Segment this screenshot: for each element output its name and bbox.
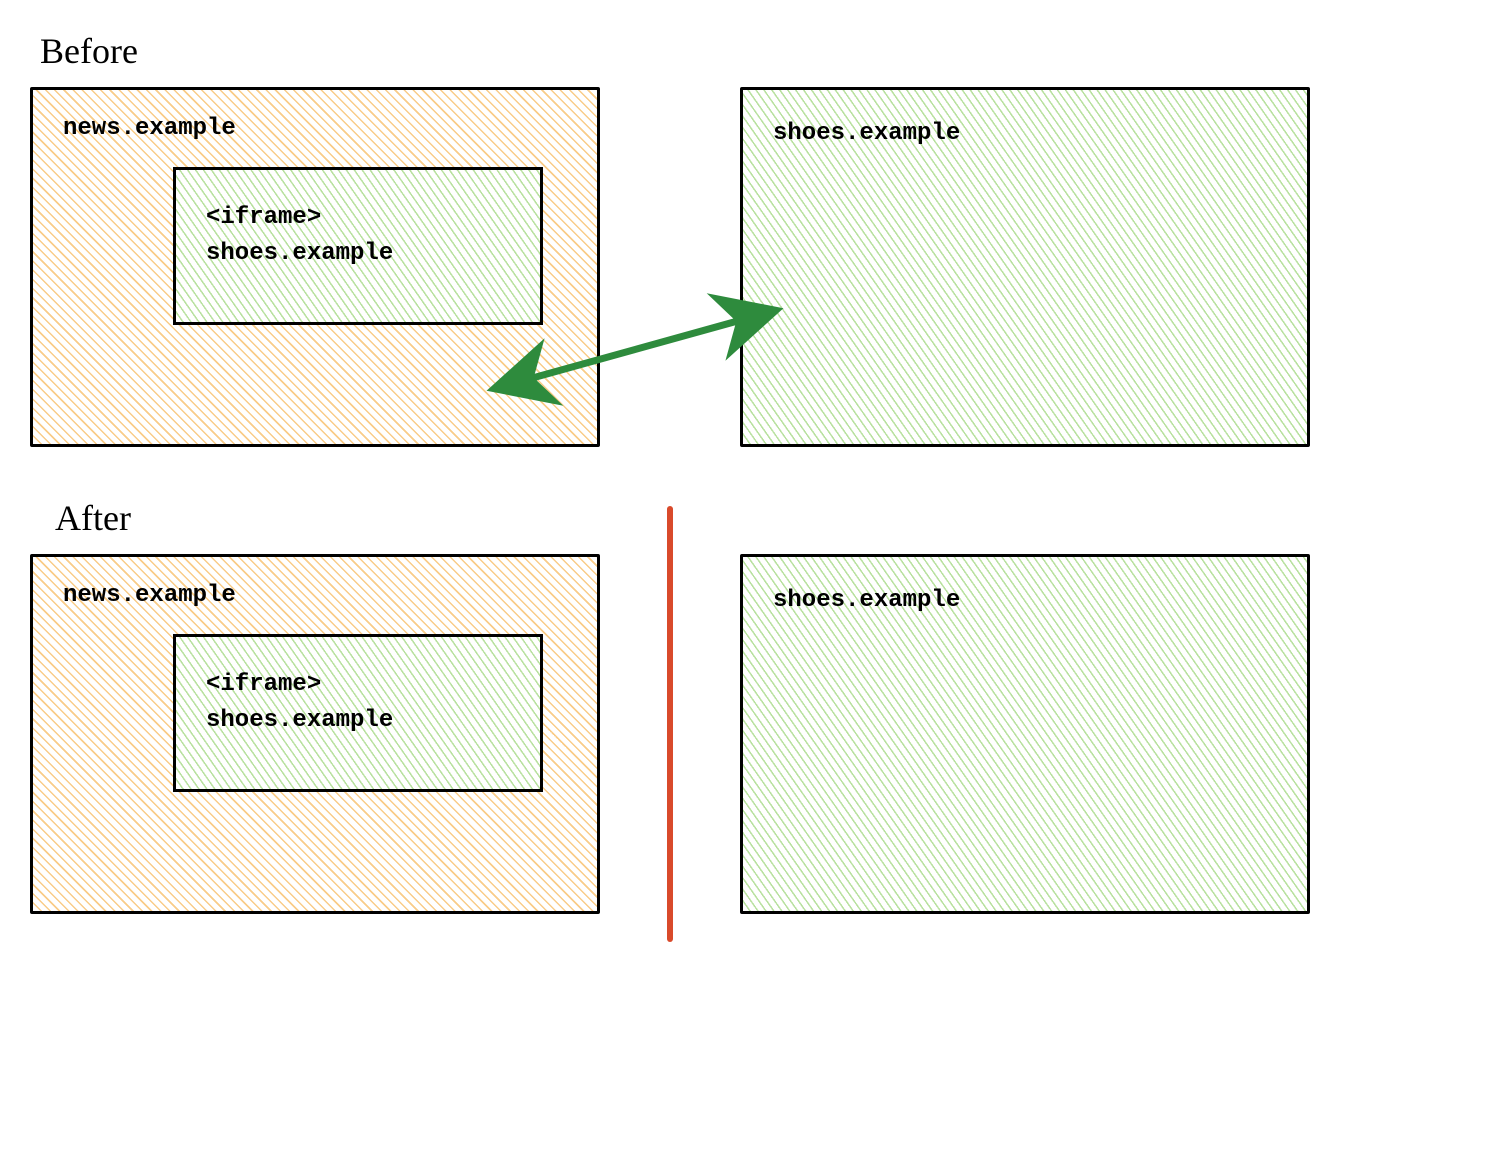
after-iframe-tag: <iframe> bbox=[206, 667, 510, 703]
before-shoes-window: shoes.example bbox=[740, 87, 1310, 447]
partition-divider-icon bbox=[660, 504, 680, 944]
after-row: news.example <iframe> shoes.example shoe… bbox=[30, 554, 1476, 914]
before-iframe-box: <iframe> shoes.example bbox=[173, 167, 543, 325]
before-iframe-tag: <iframe> bbox=[206, 200, 510, 236]
after-shoes-label: shoes.example bbox=[773, 587, 1277, 614]
before-news-label: news.example bbox=[63, 115, 567, 142]
after-iframe-box: <iframe> shoes.example bbox=[173, 634, 543, 792]
after-news-window: news.example <iframe> shoes.example bbox=[30, 554, 600, 914]
before-shoes-label: shoes.example bbox=[773, 120, 1277, 147]
before-news-window: news.example <iframe> shoes.example bbox=[30, 87, 600, 447]
after-title: After bbox=[55, 497, 1476, 539]
before-row: news.example <iframe> shoes.example shoe… bbox=[30, 87, 1476, 447]
before-iframe-src: shoes.example bbox=[206, 236, 510, 272]
after-iframe-src: shoes.example bbox=[206, 703, 510, 739]
after-news-label: news.example bbox=[63, 582, 567, 609]
after-shoes-window: shoes.example bbox=[740, 554, 1310, 914]
before-title: Before bbox=[40, 30, 1476, 72]
